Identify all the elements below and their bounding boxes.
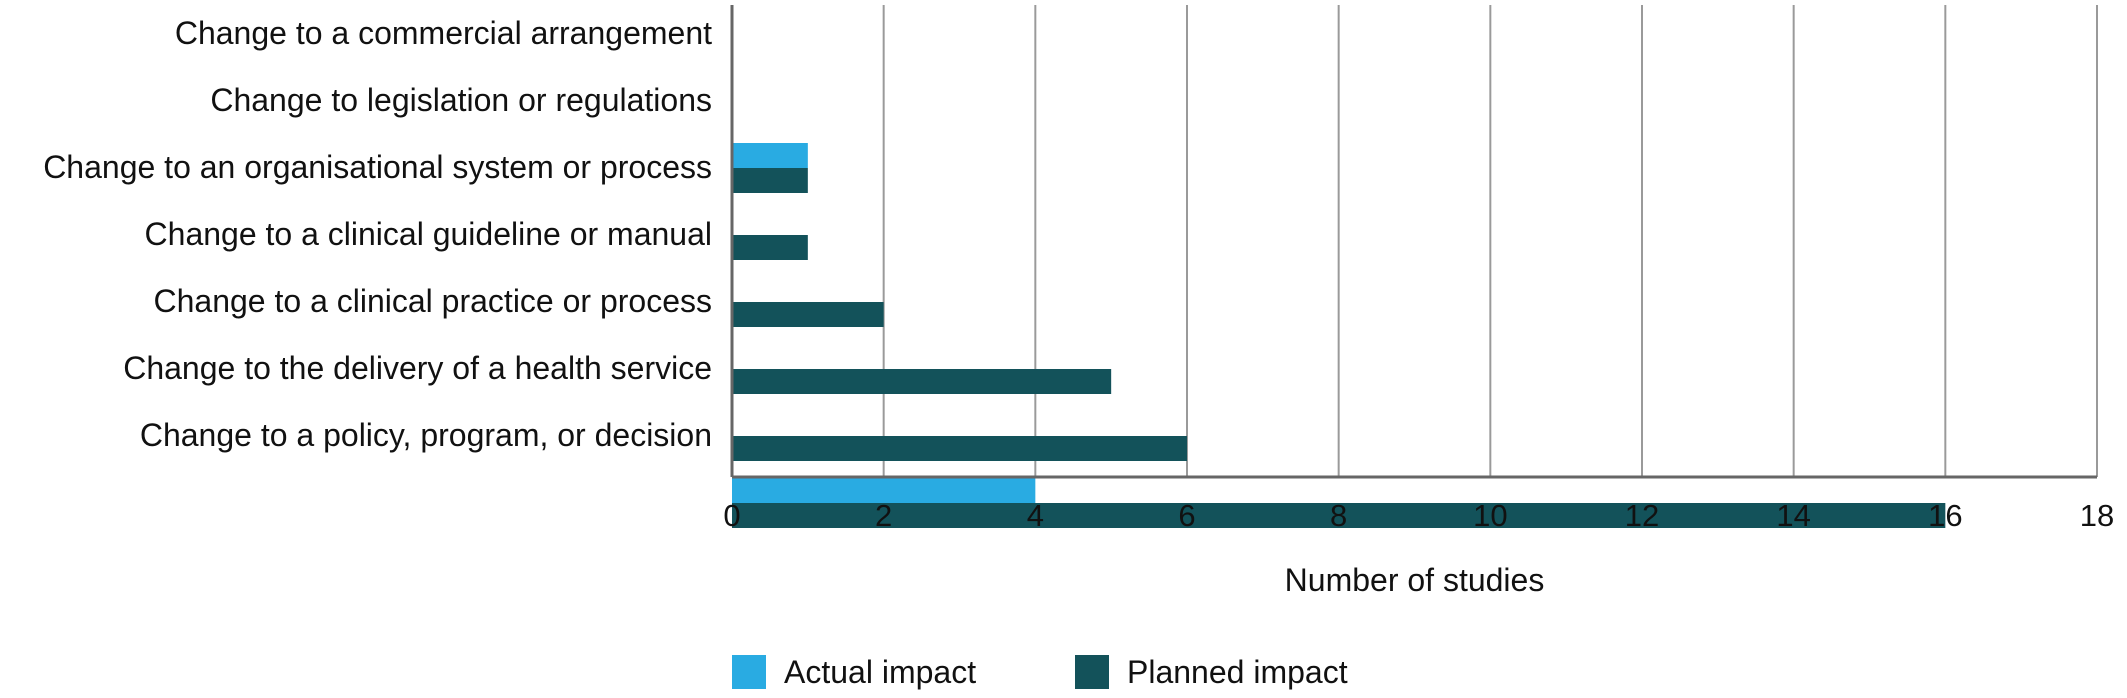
planned-impact-bar — [732, 503, 1946, 528]
planned-impact-bar — [732, 235, 808, 260]
x-tick-label: 0 — [723, 498, 740, 533]
x-axis-title: Number of studies — [1285, 562, 1545, 598]
category-label: Change to the delivery of a health servi… — [123, 350, 712, 386]
x-tick-label: 16 — [1928, 498, 1962, 533]
x-tick-label: 8 — [1330, 498, 1347, 533]
actual-impact-bar — [732, 143, 808, 168]
category-label: Change to a policy, program, or decision — [140, 417, 712, 453]
category-label: Change to an organisational system or pr… — [43, 149, 712, 185]
category-label: Change to a clinical guideline or manual — [145, 216, 712, 252]
x-tick-label: 4 — [1027, 498, 1044, 533]
axes — [730, 5, 2097, 479]
bars — [732, 143, 1946, 528]
actual-impact-bar — [732, 478, 1036, 503]
category-label: Change to a commercial arrangement — [175, 15, 712, 51]
category-label: Change to a clinical practice or process — [154, 283, 713, 319]
planned-impact-bar — [732, 369, 1112, 394]
gridlines — [882, 5, 2098, 477]
legend-swatch-planned — [1075, 655, 1109, 689]
x-tick-label: 12 — [1625, 498, 1659, 533]
legend-label-actual: Actual impact — [784, 654, 976, 690]
x-tick-label: 2 — [875, 498, 892, 533]
x-tick-label: 6 — [1178, 498, 1195, 533]
planned-impact-bar — [732, 436, 1187, 461]
x-tick-labels: 0 2 4 6 8 10 12 14 16 18 — [723, 498, 2114, 533]
x-tick-label: 14 — [1776, 498, 1810, 533]
legend-swatch-actual — [732, 655, 766, 689]
category-label: Change to legislation or regulations — [210, 82, 712, 118]
legend-label-planned: Planned impact — [1127, 654, 1348, 690]
legend: Actual impact Planned impact — [732, 654, 1348, 690]
planned-impact-bar — [732, 302, 884, 327]
x-tick-label: 18 — [2080, 498, 2114, 533]
x-tick-label: 10 — [1473, 498, 1507, 533]
category-labels: Change to a commercial arrangement Change… — [43, 15, 712, 453]
planned-impact-bar — [732, 168, 808, 193]
